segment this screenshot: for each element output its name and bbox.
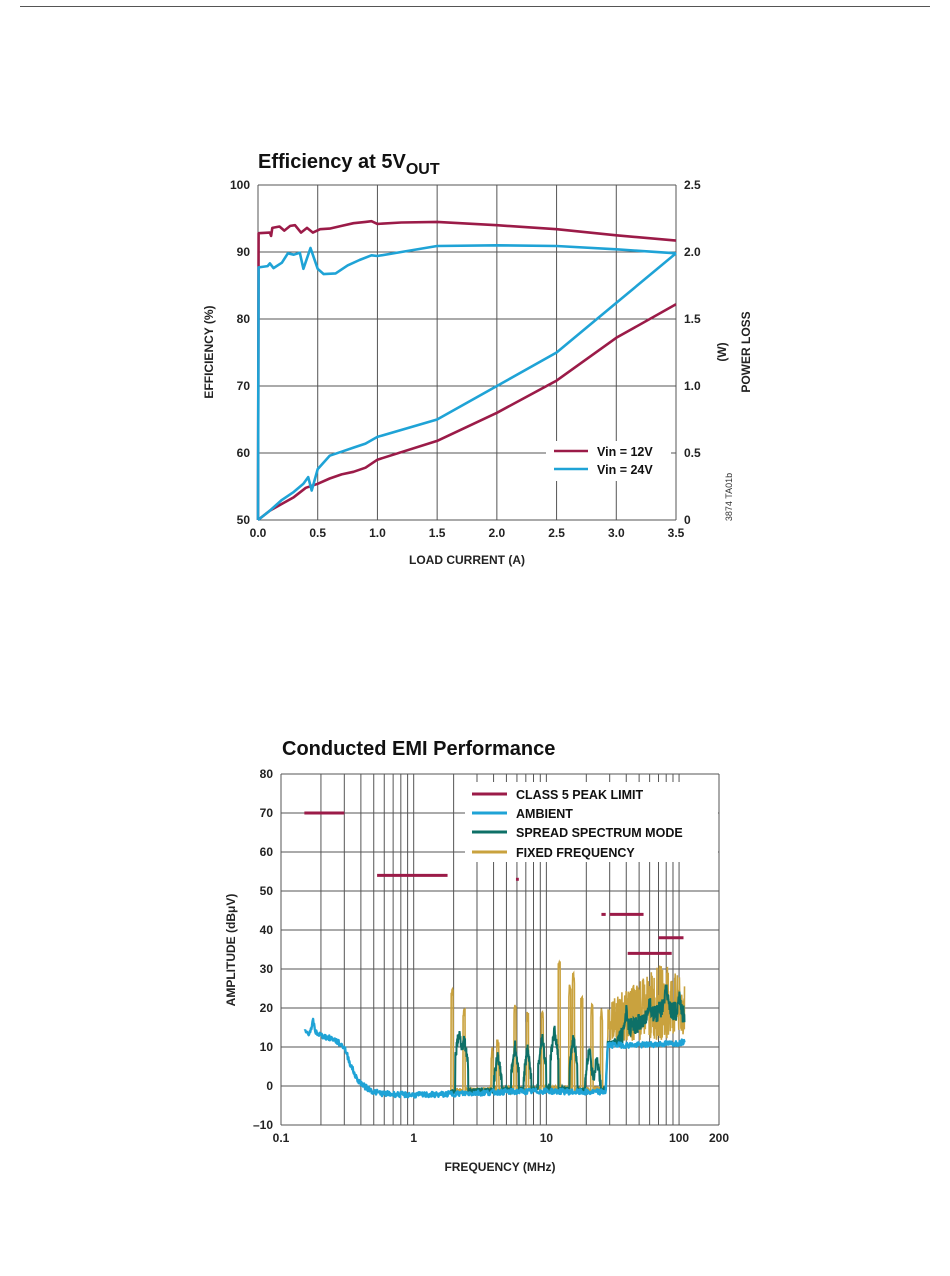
fixed-frequency-trace	[449, 959, 686, 1096]
spread-spectrum-trace	[449, 984, 686, 1096]
emi-legend: CLASS 5 PEAK LIMIT AMBIENT SPREAD SPECTR…	[465, 782, 718, 862]
emi-y-tick-label: 0	[266, 1079, 273, 1093]
legend-label-class5-limit: CLASS 5 PEAK LIMIT	[516, 788, 643, 802]
efficiency-x-tick-label: 1.0	[369, 526, 386, 540]
emi-y-axis-label: AMPLITUDE (dBμV)	[224, 894, 238, 1007]
emi-x-tick-label: 200	[709, 1131, 729, 1145]
emi-y-tick-label: 20	[260, 1001, 274, 1015]
emi-y-tick-label: 60	[260, 845, 274, 859]
efficiency-legend-background	[546, 441, 671, 481]
efficiency-chart: 0.0 0.5 1.0 1.5 2.0 2.5 3.0 3.5 50 60 70 80 90 100 0 0.…	[202, 151, 753, 567]
emi-legend-background	[465, 782, 718, 862]
legend-label-ambient: AMBIENT	[516, 807, 573, 821]
emi-x-tick-label: 100	[669, 1131, 689, 1145]
figure-code: 3874 TA01b	[724, 473, 734, 521]
emi-title: Conducted EMI Performance	[282, 738, 555, 760]
legend-label-vin-12v: Vin = 12V	[597, 445, 653, 459]
emi-ticks: –10 0 10 20 30 40 50 60 70 80 0.1 1 10 100 200	[253, 767, 729, 1145]
power-loss-tick-label: 1.5	[684, 312, 701, 326]
efficiency-y-axis-label: EFFICIENCY (%)	[202, 305, 216, 398]
power-loss-tick-label: 0.5	[684, 446, 701, 460]
efficiency-x-axis-label: LOAD CURRENT (A)	[409, 553, 525, 567]
efficiency-title: Efficiency at 5VOUT	[258, 151, 440, 178]
efficiency-y-tick-label: 100	[230, 178, 250, 192]
efficiency-y-tick-label: 50	[237, 513, 251, 527]
efficiency-y-tick-label: 90	[237, 245, 251, 259]
efficiency-x-tick-label: 2.0	[489, 526, 506, 540]
emi-series	[303, 811, 686, 1099]
efficiency-x-tick-label: 1.5	[429, 526, 446, 540]
efficiency-line-vin-24v	[256, 244, 677, 521]
power-loss-tick-label: 2.0	[684, 245, 701, 259]
efficiency-line-vin-12v	[256, 219, 677, 521]
efficiency-y-tick-label: 70	[237, 379, 251, 393]
power-loss-axis-label: POWER LOSS	[739, 311, 753, 392]
legend-label-spread-spectrum: SPREAD SPECTRUM MODE	[516, 826, 683, 840]
efficiency-x-tick-label: 3.0	[608, 526, 625, 540]
emi-y-tick-label: –10	[253, 1118, 273, 1132]
emi-y-tick-label: 50	[260, 884, 274, 898]
power-loss-tick-label: 0	[684, 513, 691, 527]
efficiency-y-tick-label: 80	[237, 312, 251, 326]
power-loss-tick-label: 2.5	[684, 178, 701, 192]
ambient-trace	[303, 1017, 686, 1099]
emi-y-tick-label: 80	[260, 767, 274, 781]
efficiency-x-tick-label: 2.5	[548, 526, 565, 540]
emi-x-tick-label: 0.1	[273, 1131, 290, 1145]
emi-grid	[280, 773, 720, 1126]
power-loss-line-vin-12v	[257, 303, 677, 522]
efficiency-x-tick-label: 3.5	[668, 526, 685, 540]
emi-x-axis-label: FREQUENCY (MHz)	[444, 1160, 555, 1174]
emi-y-tick-label: 30	[260, 962, 274, 976]
power-loss-tick-label: 1.0	[684, 379, 701, 393]
power-loss-axis-unit: (W)	[715, 342, 729, 361]
emi-x-tick-label: 10	[540, 1131, 554, 1145]
efficiency-ticks: 0.0 0.5 1.0 1.5 2.0 2.5 3.0 3.5 50 60 70 80 90 100 0 0.…	[230, 178, 701, 540]
emi-y-tick-label: 70	[260, 806, 274, 820]
legend-label-fixed-frequency: FIXED FREQUENCY	[516, 846, 635, 860]
power-loss-line-vin-24v	[257, 252, 677, 522]
efficiency-x-tick-label: 0.5	[309, 526, 326, 540]
efficiency-x-tick-label: 0.0	[250, 526, 267, 540]
emi-y-tick-label: 40	[260, 923, 274, 937]
efficiency-legend: Vin = 12V Vin = 24V	[546, 441, 671, 481]
efficiency-y-tick-label: 60	[237, 446, 251, 460]
emi-x-tick-label: 1	[410, 1131, 417, 1145]
emi-y-tick-label: 10	[260, 1040, 274, 1054]
efficiency-series	[256, 219, 677, 522]
top-rule	[20, 6, 930, 7]
legend-label-vin-24v: Vin = 24V	[597, 463, 653, 477]
